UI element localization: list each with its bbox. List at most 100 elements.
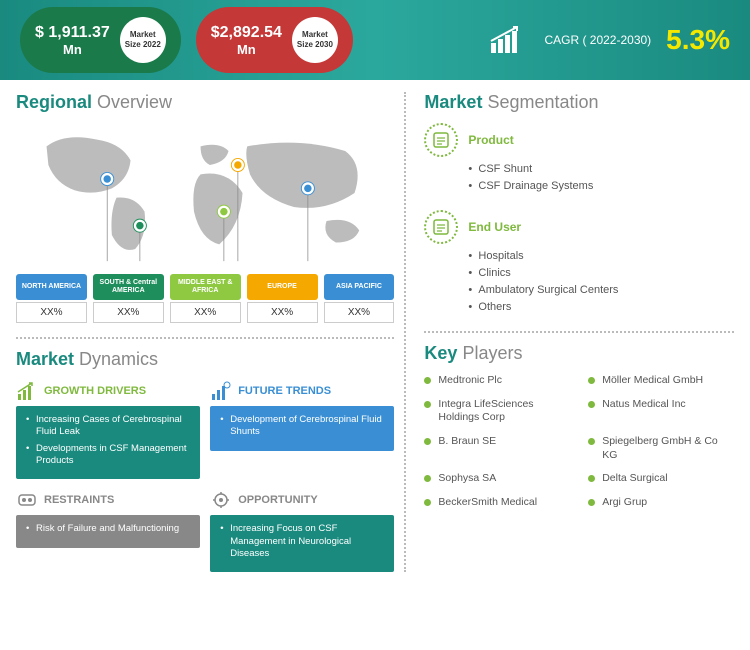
dynamics-title-main: Market	[16, 349, 79, 369]
pill1-badge: Market Size 2022	[120, 17, 166, 63]
dynamics-item: Risk of Failure and Malfunctioning	[26, 523, 190, 535]
dynamics-card: OPPORTUNITY Increasing Focus on CSF Mana…	[210, 489, 394, 572]
cagr-label: CAGR ( 2022-2030)	[544, 33, 651, 47]
world-map	[16, 123, 394, 268]
cagr-value: 5.3%	[666, 24, 730, 56]
region-name: EUROPE	[247, 274, 318, 300]
dynamics-card: GROWTH DRIVERS Increasing Cases of Cereb…	[16, 380, 200, 479]
pill1-badge-l2: Size 2022	[125, 40, 161, 50]
regional-title-main: Regional	[16, 92, 97, 112]
regional-title-accent: Overview	[97, 92, 172, 112]
dynamics-head: RESTRAINTS	[16, 489, 200, 511]
growth-icon	[16, 380, 38, 402]
right-column: Market Segmentation Product CSF ShuntCSF…	[404, 92, 734, 572]
dynamics-card-title: RESTRAINTS	[44, 494, 114, 506]
market-size-2030-pill: $2,892.54 Mn Market Size 2030	[196, 7, 353, 73]
region-name: ASIA PACIFIC	[324, 274, 395, 300]
player-item: BeckerSmith Medical	[424, 496, 570, 510]
region-pct: XX%	[170, 302, 241, 323]
region-tag: EUROPE XX%	[247, 274, 318, 323]
player-item: Argi Grup	[588, 496, 734, 510]
segmentation-groups: Product CSF Shunt CSF Drainage Systems En…	[424, 123, 734, 313]
players-title-accent: Players	[462, 343, 522, 363]
region-pct: XX%	[247, 302, 318, 323]
seg-list: CSF Shunt CSF Drainage Systems	[424, 163, 734, 192]
pill1-amount: $ 1,911.37	[35, 24, 110, 41]
region-tag: MIDDLE EAST & AFRICA XX%	[170, 274, 241, 323]
seg-head: Product	[424, 123, 734, 157]
region-pct: XX%	[93, 302, 164, 323]
dynamics-card-title: OPPORTUNITY	[238, 494, 317, 506]
top-banner: $ 1,911.37 Mn Market Size 2022 $2,892.54…	[0, 0, 750, 80]
segmentation-title: Market Segmentation	[424, 92, 734, 113]
world-map-svg	[16, 123, 394, 263]
dynamics-head: OPPORTUNITY	[210, 489, 394, 511]
players-title: Key Players	[424, 343, 734, 364]
pill1-value: $ 1,911.37 Mn	[35, 23, 110, 58]
players-grid: Medtronic Plc Möller Medical GmbH Integra …	[424, 374, 734, 515]
main-content: Regional Overview NORTH AMERICA XX% SOUT…	[0, 80, 750, 584]
pill2-value: $2,892.54 Mn	[211, 23, 282, 58]
dynamics-body: Risk of Failure and Malfunctioning	[16, 515, 200, 547]
pill2-badge: Market Size 2030	[292, 17, 338, 63]
region-tag: SOUTH & Central AMERICA XX%	[93, 274, 164, 323]
dynamics-grid: GROWTH DRIVERS Increasing Cases of Cereb…	[16, 380, 394, 572]
segmentation-title-main: Market	[424, 92, 487, 112]
pill2-badge-l1: Market	[302, 30, 328, 40]
pill2-amount: $2,892.54	[211, 24, 282, 41]
player-item: Medtronic Plc	[424, 374, 570, 388]
seg-group-title: Product	[468, 133, 513, 147]
restraint-icon	[16, 489, 38, 511]
divider-right	[424, 331, 734, 333]
player-item: B. Braun SE	[424, 435, 570, 462]
seg-head: End User	[424, 210, 734, 244]
segmentation-title-accent: Segmentation	[487, 92, 598, 112]
pill1-badge-l1: Market	[130, 30, 156, 40]
seg-group-title: End User	[468, 220, 521, 234]
player-item: Möller Medical GmbH	[588, 374, 734, 388]
region-tag: NORTH AMERICA XX%	[16, 274, 87, 323]
market-size-2022-pill: $ 1,911.37 Mn Market Size 2022	[20, 7, 181, 73]
player-item: Integra LifeSciences Holdings Corp	[424, 398, 570, 425]
region-name: MIDDLE EAST & AFRICA	[170, 274, 241, 300]
dynamics-body: Development of Cerebrospinal Fluid Shunt…	[210, 406, 394, 451]
divider	[16, 337, 394, 339]
seg-list: Hospitals Clinics Ambulatory Surgical Cent…	[424, 250, 734, 313]
player-item: Sophysa SA	[424, 472, 570, 486]
dynamics-body: Increasing Cases of Cerebrospinal Fluid …	[16, 406, 200, 479]
region-pct: XX%	[16, 302, 87, 323]
region-tag: ASIA PACIFIC XX%	[324, 274, 395, 323]
player-item: Spiegelberg GmbH & Co KG	[588, 435, 734, 462]
trend-icon	[210, 380, 232, 402]
players-title-main: Key	[424, 343, 462, 363]
chart-icon	[489, 25, 529, 55]
seg-block: End User Hospitals Clinics Ambulatory Surg…	[424, 210, 734, 313]
left-column: Regional Overview NORTH AMERICA XX% SOUT…	[16, 92, 394, 572]
regional-title: Regional Overview	[16, 92, 394, 113]
region-name: NORTH AMERICA	[16, 274, 87, 300]
seg-icon	[424, 210, 458, 244]
region-tags: NORTH AMERICA XX% SOUTH & Central AMERIC…	[16, 274, 394, 323]
seg-icon	[424, 123, 458, 157]
dynamics-head: GROWTH DRIVERS	[16, 380, 200, 402]
dynamics-item: Increasing Focus on CSF Management in Ne…	[220, 523, 384, 560]
opportunity-icon	[210, 489, 232, 511]
dynamics-card-title: GROWTH DRIVERS	[44, 385, 146, 397]
dynamics-title-accent: Dynamics	[79, 349, 158, 369]
region-pct: XX%	[324, 302, 395, 323]
dynamics-title: Market Dynamics	[16, 349, 394, 370]
dynamics-card: RESTRAINTS Risk of Failure and Malfuncti…	[16, 489, 200, 572]
seg-item: CSF Shunt	[468, 163, 734, 175]
seg-item: Clinics	[468, 267, 734, 279]
region-name: SOUTH & Central AMERICA	[93, 274, 164, 300]
pill2-unit: Mn	[211, 42, 282, 58]
dynamics-body: Increasing Focus on CSF Management in Ne…	[210, 515, 394, 572]
pill1-unit: Mn	[35, 42, 110, 58]
pill2-badge-l2: Size 2030	[297, 40, 333, 50]
seg-item: CSF Drainage Systems	[468, 180, 734, 192]
seg-item: Ambulatory Surgical Centers	[468, 284, 734, 296]
player-item: Delta Surgical	[588, 472, 734, 486]
seg-item: Hospitals	[468, 250, 734, 262]
player-item: Natus Medical Inc	[588, 398, 734, 425]
seg-item: Others	[468, 301, 734, 313]
